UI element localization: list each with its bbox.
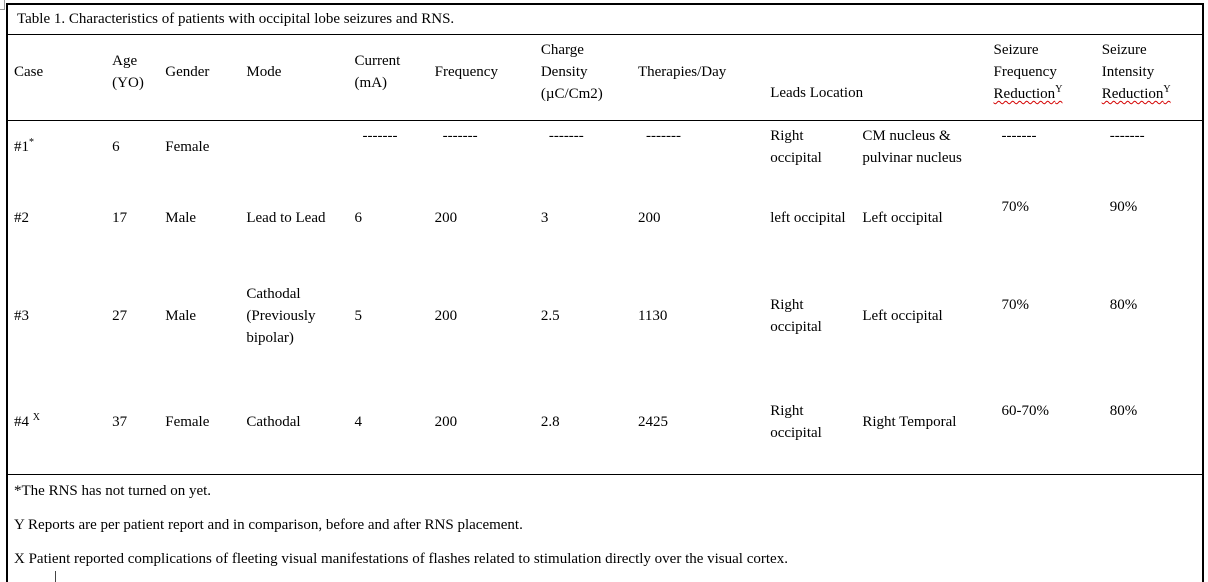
table-caption-row: Table 1. Characteristics of patients wit… — [7, 4, 1203, 35]
case-number: #1 — [14, 139, 29, 156]
cell-leads-secondary: Right Temporal — [862, 413, 957, 430]
cell-seizure-intensity-reduction: 80% — [1109, 297, 1138, 313]
col-header-mode: Mode — [240, 34, 349, 121]
cell-frequency: ------- — [442, 128, 478, 145]
cell-frequency: 200 — [434, 413, 458, 430]
text-cursor — [55, 571, 56, 582]
cell-seizure-frequency-reduction: 70% — [1001, 297, 1030, 313]
cell-leads-primary: Right occipital — [770, 297, 822, 335]
cell-seizure-intensity-reduction: ------- — [1109, 128, 1145, 145]
table-caption: Table 1. Characteristics of patients wit… — [7, 4, 1203, 35]
cell-charge-density: 3 — [540, 210, 549, 226]
cell-leads-primary: left occipital — [770, 210, 846, 226]
cell-case: #1* — [7, 120, 106, 196]
cell-seizure-frequency-reduction: 70% — [1001, 199, 1030, 215]
cell-therapies-per-day: ------- — [645, 128, 681, 145]
case-number: #4 — [14, 413, 33, 430]
case-number: #2 — [14, 210, 29, 226]
col-header-seizure-frequency-reduction: Seizure Frequency ReductionY — [987, 34, 1096, 121]
cell-frequency: 200 — [434, 210, 458, 226]
cell-age: 6 — [112, 139, 120, 156]
misspelled-word: ReductionY — [1101, 84, 1171, 103]
col-header-leads-location: Leads Location — [764, 34, 988, 121]
cell-seizure-frequency-reduction: ------- — [1001, 128, 1037, 145]
header-text: Reduction — [1101, 86, 1164, 102]
footnote-marker-x: X — [32, 411, 40, 423]
cell-gender: Female — [165, 413, 210, 430]
cell-therapies-per-day: 1130 — [637, 308, 668, 324]
footnote-x-complications: X Patient reported complications of flee… — [14, 550, 788, 567]
cell-leads-secondary: Left occipital — [862, 308, 943, 324]
cell-case: #3 — [7, 262, 106, 392]
cell-seizure-intensity-reduction: 80% — [1109, 402, 1138, 419]
cell-mode: Lead to Lead — [246, 210, 326, 226]
col-header-age: Age (YO) — [106, 34, 160, 121]
footnote-marker-asterisk: * — [29, 137, 34, 149]
cell-case: #2 — [7, 196, 106, 262]
footnote-marker-y: Y — [1163, 84, 1171, 95]
table-footnotes-row: *The RNS has not turned on yet. Y Report… — [7, 473, 1203, 582]
cell-charge-density: 2.5 — [540, 308, 560, 324]
col-header-therapies-per-day: Therapies/Day — [631, 34, 765, 121]
cell-gender: Female — [165, 139, 210, 156]
cell-frequency: 200 — [434, 308, 458, 324]
cell-charge-density: 2.8 — [540, 413, 560, 430]
cell-gender: Male — [165, 308, 197, 324]
cell-therapies-per-day: 200 — [637, 210, 661, 226]
header-text: Seizure Intensity — [1101, 42, 1155, 80]
table-row-case-1: #1* 6 Female ------- ------- ------- ---… — [7, 120, 1203, 196]
table-row-case-2: #2 17 Male Lead to Lead 6 200 3 200 left… — [7, 196, 1203, 262]
cell-age: 37 — [112, 413, 128, 430]
cell-current: 4 — [354, 413, 363, 430]
col-header-current: Current (mA) — [348, 34, 429, 121]
col-header-frequency: Frequency — [428, 34, 535, 121]
header-text: Reduction — [993, 86, 1056, 102]
table-row-case-4: #4 X 37 Female Cathodal 4 200 2.8 2425 R… — [7, 392, 1203, 474]
table-header-row: Case Age (YO) Gender Mode Current (mA) F… — [7, 34, 1203, 121]
cell-mode: Cathodal — [246, 413, 301, 430]
footnote-marker-y: Y — [1055, 84, 1063, 95]
cell-current: 6 — [354, 210, 363, 226]
col-header-case: Case — [7, 34, 107, 121]
cell-charge-density: ------- — [548, 128, 584, 145]
cell-seizure-frequency-reduction: 60-70% — [1001, 402, 1050, 419]
table-row-case-3: #3 27 Male Cathodal (Previously bipolar)… — [7, 262, 1203, 392]
cell-current: ------- — [362, 128, 398, 145]
cell-therapies-per-day: 2425 — [637, 413, 668, 430]
cell-mode — [240, 120, 348, 196]
cell-seizure-intensity-reduction: 90% — [1109, 199, 1138, 215]
table-move-handle[interactable] — [0, 0, 5, 10]
cell-leads-primary: Right occipital — [770, 402, 822, 441]
header-text: Seizure Frequency — [993, 42, 1057, 80]
cell-age: 27 — [112, 308, 128, 324]
col-header-charge-density: Charge Density (µC/Cm2) — [534, 34, 632, 121]
cell-case: #4 X — [7, 392, 106, 474]
cell-current: 5 — [354, 308, 363, 324]
table-footnotes: *The RNS has not turned on yet. Y Report… — [7, 473, 1203, 582]
misspelled-word: ReductionY — [993, 84, 1063, 103]
case-number: #3 — [14, 308, 29, 324]
cell-leads-secondary: Left occipital — [862, 210, 943, 226]
cell-leads-primary: Right occipital — [770, 128, 822, 167]
cell-age: 17 — [112, 210, 128, 226]
col-header-gender: Gender — [159, 34, 241, 121]
footnote-y-reports: Y Reports are per patient report and in … — [14, 516, 523, 533]
patients-table: Table 1. Characteristics of patients wit… — [6, 3, 1204, 582]
col-header-seizure-intensity-reduction: Seizure Intensity ReductionY — [1095, 34, 1203, 121]
cell-gender: Male — [165, 210, 197, 226]
footnote-rns-not-on: *The RNS has not turned on yet. — [14, 482, 212, 499]
cell-leads-secondary: CM nucleus & pulvinar nucleus — [862, 128, 962, 167]
cell-mode: Cathodal (Previously bipolar) — [246, 286, 316, 346]
